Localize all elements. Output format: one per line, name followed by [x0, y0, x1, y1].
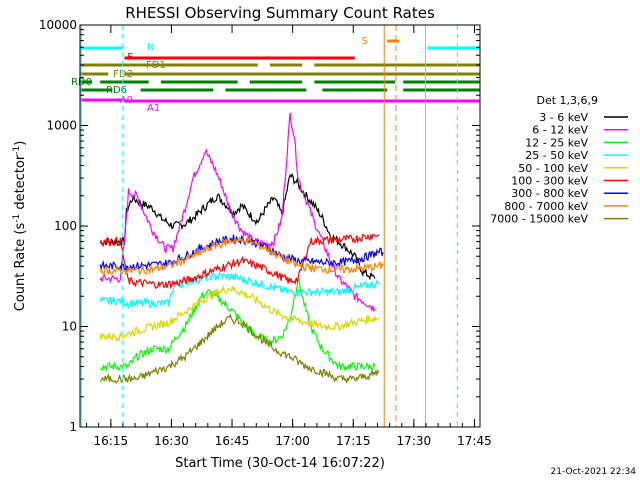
legend-label-6-12-kev: 6 - 12 keV	[532, 124, 588, 137]
y-label-base: Count Rate (s	[13, 223, 28, 312]
data-layer	[99, 112, 384, 384]
legend-label-7000-15000-kev: 7000 - 15000 keV	[490, 213, 588, 226]
legend-label-300-800-kev: 300 - 800 keV	[511, 187, 588, 200]
series-6-12-kev	[99, 112, 376, 313]
flag-label-f: F	[127, 52, 133, 63]
y-label-end: )	[13, 141, 28, 146]
x-tick-label: 17:00	[275, 434, 310, 448]
flag-label-n: N	[147, 42, 154, 53]
flag-label-fd1: FD1	[146, 60, 166, 71]
series-7000-15000-kev	[99, 313, 380, 384]
x-tick-label: 16:15	[94, 434, 129, 448]
axes: 1 10 100 1000 10000 16:15 16:30 16:45 17:00 17:15…	[39, 18, 492, 448]
legend-title: Det 1,3,6,9	[536, 94, 598, 107]
legend-label-12-25-kev: 12 - 25 keV	[525, 136, 588, 149]
series-3-6-kev	[99, 172, 376, 281]
legend-label-3-6-kev: 3 - 6 keV	[539, 111, 588, 124]
y-axis-label: Count Rate (s-1 detector-1)	[12, 141, 28, 312]
timestamp: 21-Oct-2021 22:34	[551, 467, 637, 477]
flag-label-a1: A1	[147, 103, 160, 114]
series-12-25-kev	[99, 277, 376, 373]
legend-label-50-100-kev: 50 - 100 keV	[518, 162, 588, 175]
x-tick-label: 16:45	[215, 434, 250, 448]
flag-label-rd6: RD6	[106, 85, 127, 96]
x-axis-label: Start Time (30-Oct-14 16:07:22)	[175, 456, 385, 471]
y-tick-label: 100	[54, 219, 77, 233]
flag-label-s: S	[362, 36, 368, 47]
y-label-exponent-2: -1	[12, 146, 22, 155]
legend-label-100-300-kev: 100 - 300 keV	[511, 175, 588, 188]
y-tick-label: 10	[62, 320, 77, 334]
x-tick-label: 17:45	[457, 434, 492, 448]
legend-label-25-50-kev: 25 - 50 keV	[525, 149, 588, 162]
y-tick-label: 1000	[46, 119, 77, 133]
legend-label-800-7000-kev: 800 - 7000 keV	[504, 200, 588, 213]
series-300-800-kev	[99, 234, 384, 272]
series-100-300-kev	[99, 232, 380, 290]
series-25-50-kev	[99, 271, 380, 310]
chart-title: RHESSI Observing Summary Count Rates	[125, 4, 435, 22]
y-tick-label: 1	[69, 420, 77, 434]
y-label-mid: detector	[13, 154, 28, 214]
y-label-exponent-1: -1	[12, 214, 22, 223]
x-tick-label: 17:15	[336, 434, 371, 448]
y-tick-label: 10000	[39, 18, 77, 32]
x-tick-label: 16:30	[154, 434, 189, 448]
series-800-7000-kev	[99, 236, 384, 276]
x-tick-label: 17:30	[397, 434, 432, 448]
series-50-100-kev	[99, 284, 379, 342]
